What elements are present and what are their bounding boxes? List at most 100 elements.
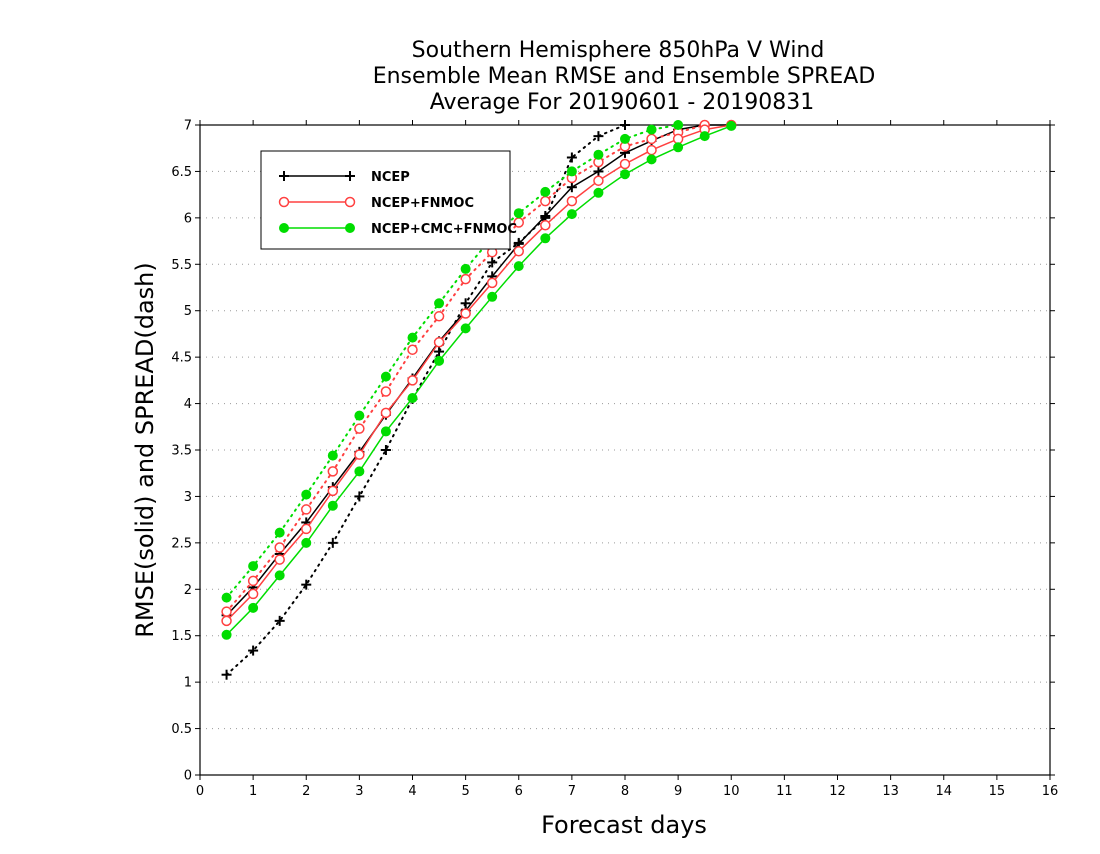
legend-marker-start-ncep-fnmoc <box>278 196 290 208</box>
point-ncep-fnmoc-rmse <box>407 375 418 386</box>
y-tick-label: 0 <box>184 769 192 784</box>
point-ncep-fnmoc-rmse <box>301 523 312 535</box>
point-ncep-cmc-fnmoc-spread <box>460 263 471 274</box>
point-ncep-fnmoc-rmse <box>247 588 259 600</box>
point-ncep-spread <box>593 131 604 142</box>
point-ncep-cmc-fnmoc-spread <box>566 166 577 177</box>
point-ncep-fnmoc-rmse <box>619 158 631 170</box>
point-ncep-fnmoc-rmse <box>221 615 232 627</box>
x-tick-label: 15 <box>989 784 1006 799</box>
x-tick-label: 9 <box>674 784 682 799</box>
point-ncep-cmc-fnmoc-rmse <box>566 209 577 220</box>
point-ncep-rmse <box>593 166 604 177</box>
y-tick-label: 0.5 <box>171 722 192 737</box>
point-ncep-spread <box>487 257 498 268</box>
x-tick-label: 5 <box>461 784 469 799</box>
y-tick-label: 2.5 <box>171 536 192 551</box>
point-ncep-spread <box>327 537 338 548</box>
y-tick-label: 6.5 <box>171 165 192 180</box>
point-ncep-fnmoc-spread <box>301 504 312 515</box>
point-ncep-fnmoc-rmse <box>646 144 657 156</box>
x-tick-label: 12 <box>829 784 846 799</box>
point-ncep-fnmoc-rmse <box>486 277 498 289</box>
legend-marker-start-ncep-cmc-fnmoc <box>279 223 289 233</box>
point-ncep-fnmoc-rmse <box>460 308 471 319</box>
legend-items: NCEP NCEP+FNMOC NCEP+CMC+FNMOC <box>278 170 517 237</box>
series-ncep-spread-line <box>225 124 626 676</box>
point-ncep-spread <box>434 346 445 357</box>
point-ncep-cmc-fnmoc-spread <box>673 120 684 130</box>
y-tick-label: 4.5 <box>171 351 192 366</box>
chart-title-line-2: Ensemble Mean RMSE and Ensemble SPREAD <box>373 64 876 89</box>
point-ncep-fnmoc-spread <box>274 542 285 553</box>
point-ncep-spread <box>221 669 232 680</box>
point-ncep-cmc-fnmoc-spread <box>354 410 365 421</box>
legend-marker-end-ncep <box>345 171 355 181</box>
point-ncep-cmc-fnmoc-rmse <box>301 537 312 548</box>
point-ncep-spread <box>274 615 285 626</box>
y-tick-label: 3.5 <box>171 444 192 459</box>
point-ncep-cmc-fnmoc-spread <box>620 133 630 144</box>
series-ncep-cmc-fnmoc-rmse-line <box>225 125 733 636</box>
x-tick-label: 16 <box>1042 784 1059 799</box>
x-tick-label: 10 <box>723 784 740 799</box>
x-tick-label: 4 <box>408 784 416 799</box>
y-tick-label: 1 <box>184 676 192 691</box>
point-ncep-fnmoc-spread <box>407 344 418 355</box>
x-tick-label: 1 <box>249 784 257 799</box>
point-ncep-cmc-fnmoc-rmse <box>540 233 551 244</box>
chart-title-line-1: Southern Hemisphere 850hPa V Wind <box>412 38 825 63</box>
point-ncep-cmc-fnmoc-spread <box>434 298 445 309</box>
point-ncep-cmc-fnmoc-rmse <box>248 602 259 613</box>
point-ncep-fnmoc-rmse <box>380 407 392 419</box>
point-ncep-fnmoc-spread <box>247 575 259 587</box>
point-ncep-spread <box>354 491 365 502</box>
legend-label-ncep-fnmoc: NCEP+FNMOC <box>371 196 474 211</box>
point-ncep-fnmoc-spread <box>327 466 339 477</box>
point-ncep-cmc-fnmoc-spread <box>380 371 391 382</box>
series-ncep-rmse-line <box>225 124 733 617</box>
point-ncep-fnmoc-rmse <box>433 337 445 348</box>
series-ncep-cmc-fnmoc-spread-line <box>225 124 680 599</box>
y-tick-label: 5.5 <box>171 258 192 273</box>
point-ncep-cmc-fnmoc-spread <box>593 149 604 160</box>
point-ncep-cmc-fnmoc-rmse <box>460 323 471 334</box>
point-ncep-cmc-fnmoc-rmse <box>726 120 737 131</box>
legend-label-ncep: NCEP <box>371 170 410 185</box>
point-ncep-cmc-fnmoc-rmse <box>354 466 365 477</box>
y-tick-label: 1.5 <box>171 629 192 644</box>
point-ncep-fnmoc-rmse <box>566 195 578 207</box>
point-ncep-cmc-fnmoc-rmse <box>380 426 391 437</box>
point-ncep-fnmoc-rmse <box>327 485 339 497</box>
legend: NCEP NCEP+FNMOC NCEP+CMC+FNMOC <box>260 150 517 250</box>
point-ncep-spread <box>566 152 577 163</box>
point-ncep-fnmoc-rmse <box>354 449 365 460</box>
point-ncep-cmc-fnmoc-rmse <box>327 500 338 511</box>
point-ncep-fnmoc-spread <box>646 133 657 145</box>
point-ncep-fnmoc-rmse <box>593 175 604 186</box>
point-ncep-fnmoc-rmse <box>513 246 524 257</box>
point-ncep-fnmoc-spread <box>460 273 471 285</box>
point-ncep-cmc-fnmoc-rmse <box>593 187 604 198</box>
y-tick-label: 7 <box>184 119 192 134</box>
point-ncep-cmc-fnmoc-spread <box>513 208 524 219</box>
point-ncep-fnmoc-rmse <box>274 554 285 565</box>
legend-box <box>260 150 511 250</box>
x-tick-label: 3 <box>355 784 363 799</box>
x-tick-label: 14 <box>935 784 952 799</box>
chart-title-line-3: Average For 20190601 - 20190831 <box>430 90 815 115</box>
point-ncep-cmc-fnmoc-rmse <box>699 131 710 142</box>
y-tick-label: 3 <box>184 490 192 505</box>
point-ncep-fnmoc-spread <box>540 195 551 207</box>
point-ncep-fnmoc-rmse <box>540 220 551 231</box>
x-tick-label: 0 <box>196 784 204 799</box>
point-ncep-cmc-fnmoc-rmse <box>513 261 524 272</box>
x-axis-title: Forecast days <box>541 811 707 839</box>
point-ncep-spread <box>301 579 312 590</box>
point-ncep-fnmoc-spread <box>221 606 232 617</box>
point-ncep-cmc-fnmoc-spread <box>248 561 259 572</box>
point-ncep-cmc-fnmoc-rmse <box>434 355 445 366</box>
point-ncep-cmc-fnmoc-spread <box>646 124 657 135</box>
point-ncep-spread <box>620 120 630 130</box>
